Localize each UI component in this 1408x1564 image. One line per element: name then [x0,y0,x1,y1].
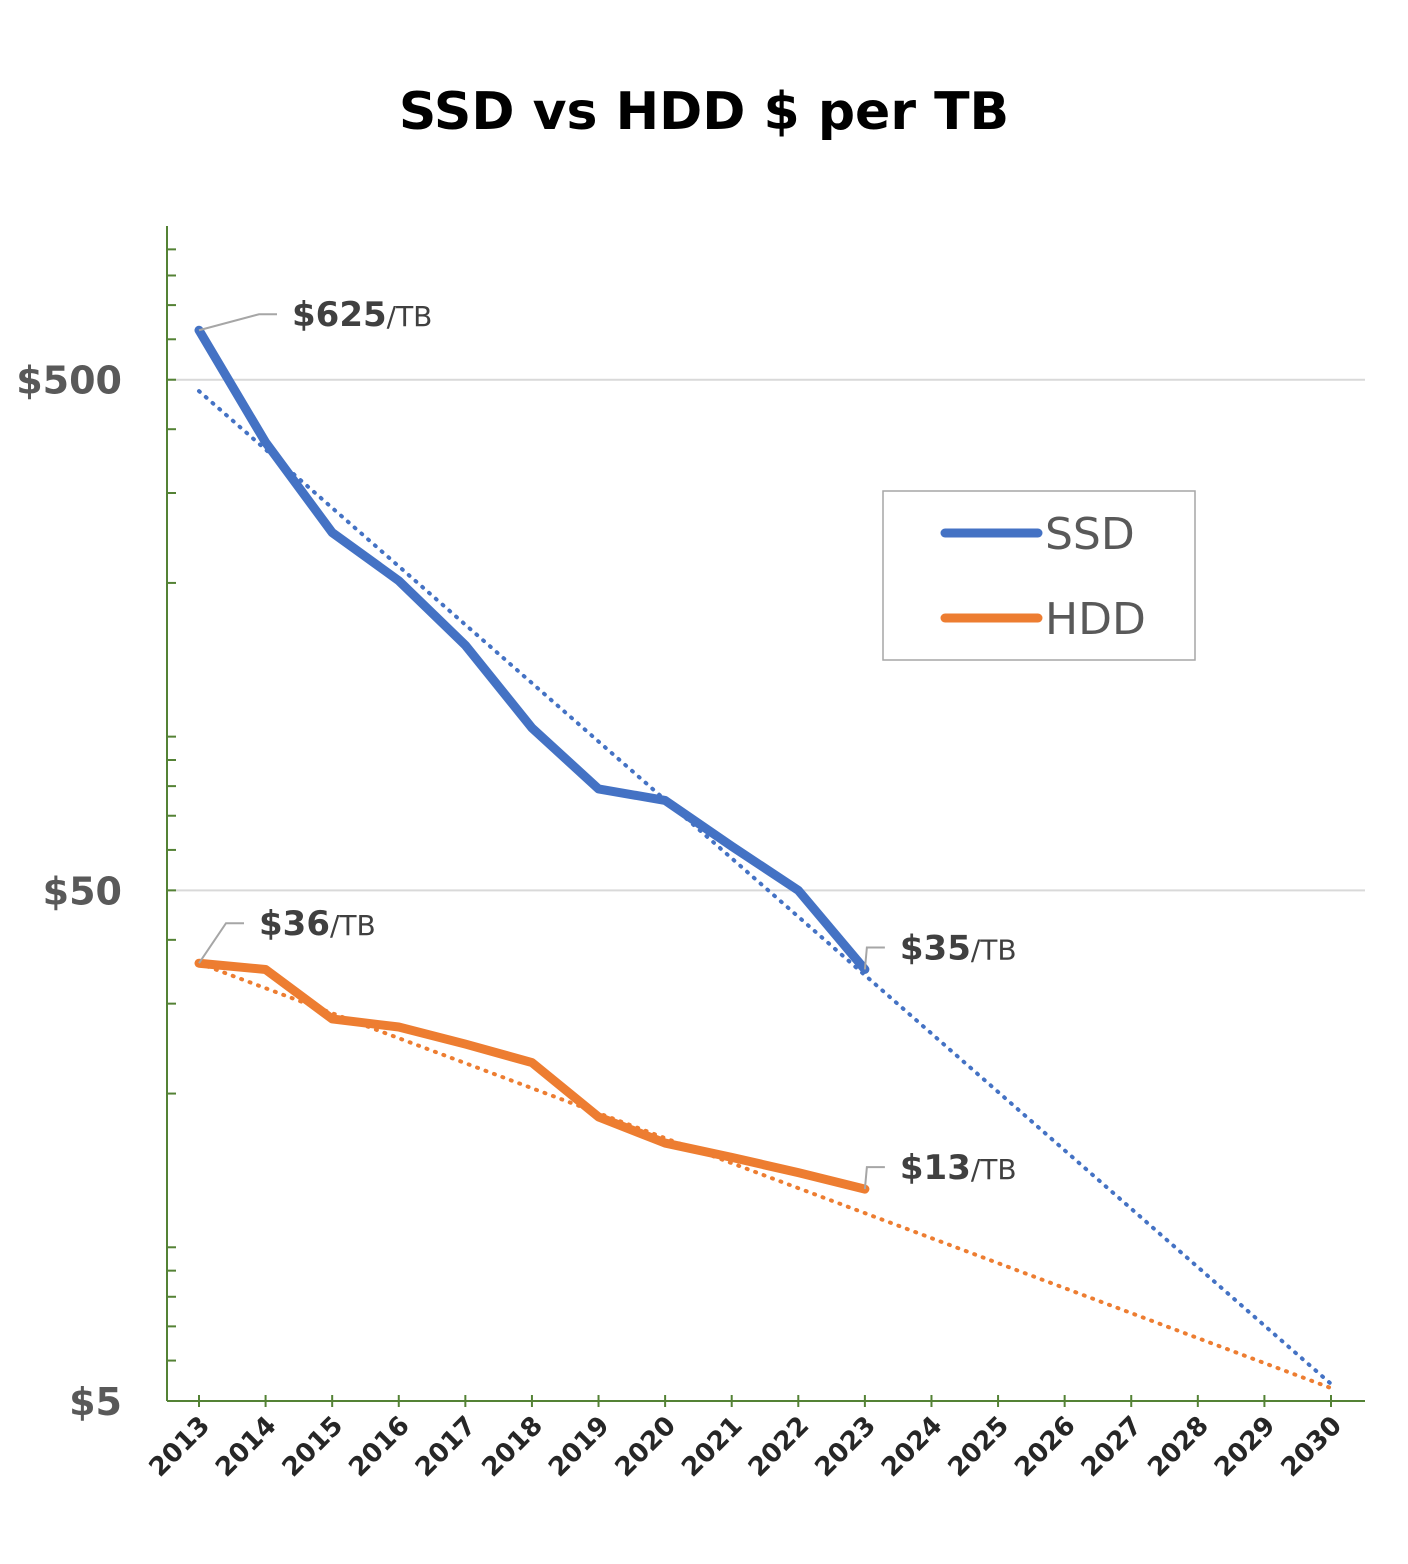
annotation-leader [198,922,244,964]
x-tick-label: 2017 [410,1411,482,1483]
y-tick-label: $500 [16,359,122,403]
x-tick-label: 2013 [144,1411,216,1483]
x-tick-label: 2018 [477,1411,549,1483]
x-tick-label: 2015 [277,1411,349,1483]
data-label-value: $36 [259,904,330,944]
data-label-unit: /TB [971,1153,1017,1186]
x-tick-label: 2024 [876,1411,948,1483]
x-tick-label: 2028 [1142,1411,1214,1483]
chart-title: SSD vs HDD $ per TB [398,82,1010,142]
x-tick-label: 2022 [743,1411,815,1483]
annotation-leader [863,1166,885,1190]
data-label-value: $625 [292,295,387,335]
annotation-leader [863,946,885,970]
x-tick-label: 2027 [1076,1411,1148,1483]
data-label: $35/TB [900,928,1017,968]
data-label-unit: /TB [971,933,1017,966]
x-tick-label: 2023 [809,1411,881,1483]
x-tick-label: 2021 [676,1411,748,1483]
y-tick-label: $50 [43,869,122,913]
legend-label-hdd: HDD [1045,594,1146,645]
data-label: $13/TB [900,1148,1017,1188]
data-label: $36/TB [259,904,376,944]
x-tick-label: 2026 [1009,1411,1081,1483]
x-tick-label: 2025 [943,1411,1015,1483]
data-label: $625/TB [292,295,432,335]
data-label-unit: /TB [330,909,376,942]
data-label-value: $13 [900,1148,971,1188]
data-label-unit: /TB [387,300,433,333]
hdd-line [194,958,870,1194]
x-tick-label: 2029 [1209,1411,1281,1483]
ssd-line [194,325,870,974]
y-tick-label: $5 [69,1380,122,1424]
data-label-value: $35 [900,928,971,968]
ssd-trendline [197,389,1333,1386]
x-tick-label: 2019 [543,1411,615,1483]
x-tick-label: 2020 [610,1411,682,1483]
legend [882,490,1196,661]
x-tick-label: 2016 [343,1411,415,1483]
annotation-leader [198,313,277,332]
legend-label-ssd: SSD [1045,509,1135,560]
hdd-trendline [197,961,1333,1391]
x-tick-label: 2030 [1276,1411,1348,1483]
x-tick-label: 2014 [210,1411,282,1483]
